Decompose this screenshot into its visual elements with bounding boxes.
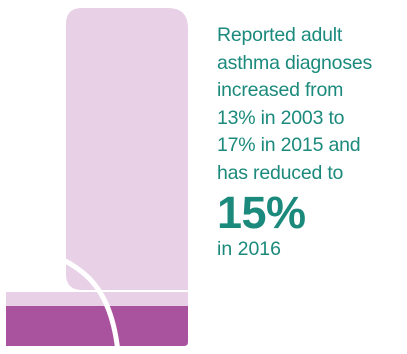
inhaler-icon [6,8,188,354]
inhaler-mouthpiece [6,292,188,308]
inhaler-curve [49,252,121,354]
highlight-percentage: 15% [217,186,306,238]
fact-line-1: Reported adult [217,24,343,46]
fact-line-3: increased from [217,79,344,102]
fact-line-6: has reduced to [217,161,344,184]
fact-line-2: asthma diagnoses [217,51,373,74]
inhaler-mouthpiece-band [6,306,188,346]
fact-year: in 2016 [217,237,281,260]
fact-line-4: 13% in 2003 to [217,106,345,129]
asthma-statistic: Reported adult asthma diagnoses increase… [217,22,402,263]
inhaler-canister [66,8,188,290]
fact-line-5: 17% in 2015 and [217,134,361,157]
